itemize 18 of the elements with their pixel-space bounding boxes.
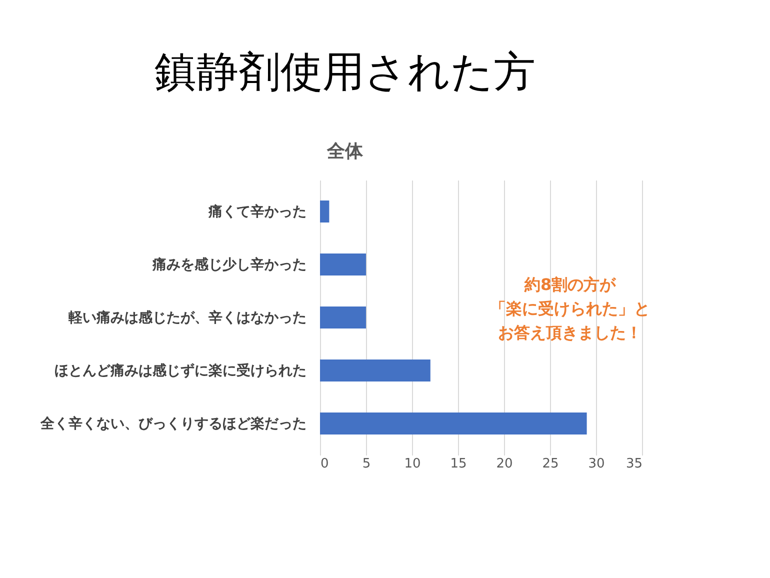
x-tick-label: 20 xyxy=(496,456,513,472)
annotation: 約8割の方が xyxy=(523,275,617,294)
annotation: 「楽に受けられた」と xyxy=(490,299,650,318)
x-tick-label: 30 xyxy=(588,456,605,472)
y-tick-label: 全く辛くない、びっくりするほど楽だった xyxy=(40,415,306,432)
y-tick-label: ほとんど痛みは感じずに楽に受けられた xyxy=(54,362,306,379)
x-tick-label: 0 xyxy=(320,456,329,472)
x-tick-label: 10 xyxy=(404,456,421,472)
chart-title: 鎮静剤使用された方 xyxy=(154,47,536,96)
x-tick-label: 15 xyxy=(450,456,467,472)
y-tick-label: 痛みを感じ少し辛かった xyxy=(152,256,306,273)
chart-subtitle: 全体 xyxy=(326,141,364,162)
annotation: お答え頂きました！ xyxy=(498,323,642,342)
y-tick-label: 軽い痛みは感じたが、辛くはなかった xyxy=(68,309,306,326)
x-tick-label: 35 xyxy=(626,456,642,472)
x-tick-label: 25 xyxy=(542,456,559,472)
y-tick-label: 痛くて辛かった xyxy=(208,203,306,220)
x-tick-label: 5 xyxy=(362,456,371,472)
